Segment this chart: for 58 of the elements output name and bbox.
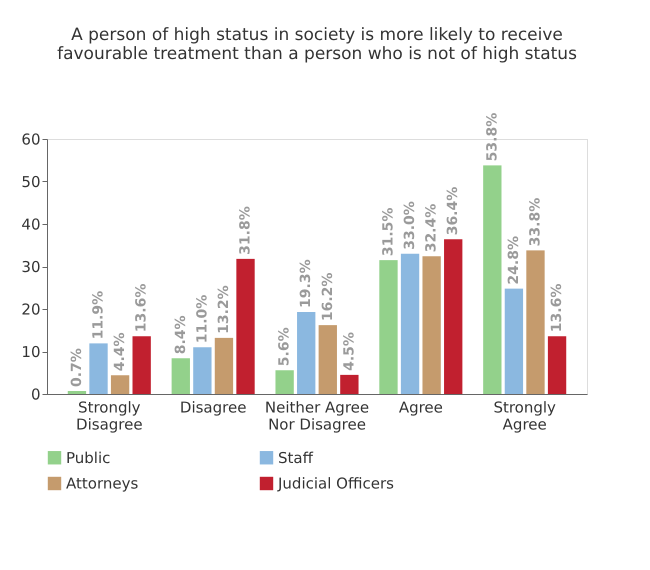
bar (172, 358, 190, 394)
bar (214, 338, 234, 394)
bar (236, 258, 255, 394)
bar (444, 239, 462, 394)
data-label: 11.9% (90, 290, 107, 340)
x-tick-label: Disagree (180, 398, 246, 416)
data-label: 36.4% (445, 186, 462, 236)
y-tick-label: 30 (21, 258, 40, 276)
data-label: 31.8% (238, 206, 254, 255)
legend-label: Attorneys (66, 474, 138, 492)
data-label: 4.4% (112, 332, 128, 372)
data-label: 0.7% (68, 348, 85, 388)
bar (132, 336, 151, 394)
y-tick-label: 0 (30, 386, 40, 404)
data-label: 8.4% (172, 315, 189, 354)
data-label: 32.4% (424, 204, 440, 252)
bar (400, 254, 420, 394)
bar (526, 250, 545, 394)
bar (504, 288, 524, 394)
bar (379, 260, 398, 394)
y-tick-label: 50 (21, 173, 40, 191)
y-tick-label: 20 (21, 300, 40, 318)
data-label: 53.8% (484, 112, 500, 162)
bar (297, 312, 316, 394)
data-label: 5.6% (276, 327, 293, 366)
data-label: 19.3% (298, 259, 314, 308)
bar (483, 165, 502, 394)
bar (275, 370, 294, 394)
data-label: 13.2% (216, 285, 232, 334)
data-label: 13.6% (134, 284, 150, 332)
data-label: 31.5% (380, 208, 396, 256)
legend-label: Judicial Officers (277, 474, 394, 492)
bar (193, 347, 212, 394)
x-tick-label: Strongly Agree (493, 398, 556, 434)
data-label: 16.2% (320, 272, 336, 322)
data-label: 4.5% (341, 332, 358, 371)
legend-label: Public (66, 448, 110, 467)
text: favourable treatment than a person who is not of high status (57, 44, 577, 64)
bar (89, 343, 108, 394)
x-tick-label: Neither Agree Nor Disagree (264, 398, 370, 434)
data-label: 24.8% (506, 236, 522, 285)
y-tick-label: 40 (21, 216, 40, 234)
data-label: 33.8% (527, 198, 544, 246)
bar (318, 325, 337, 394)
bar (110, 375, 130, 394)
x-tick-label: Agree (398, 398, 443, 416)
bar (340, 374, 359, 394)
data-label: 33.0% (402, 201, 418, 250)
y-tick-label: 60 (21, 130, 40, 148)
bar (68, 391, 86, 394)
x-tick-label: Strongly Disagree (76, 398, 143, 434)
data-label: 13.6% (549, 284, 566, 332)
text: A person of high status in society is more likely to receive (71, 24, 563, 45)
legend-label: Staff (278, 448, 314, 467)
bar (422, 256, 441, 394)
data-label: 11.0% (194, 294, 210, 344)
y-tick-label: 10 (21, 343, 40, 361)
bar (548, 336, 566, 394)
